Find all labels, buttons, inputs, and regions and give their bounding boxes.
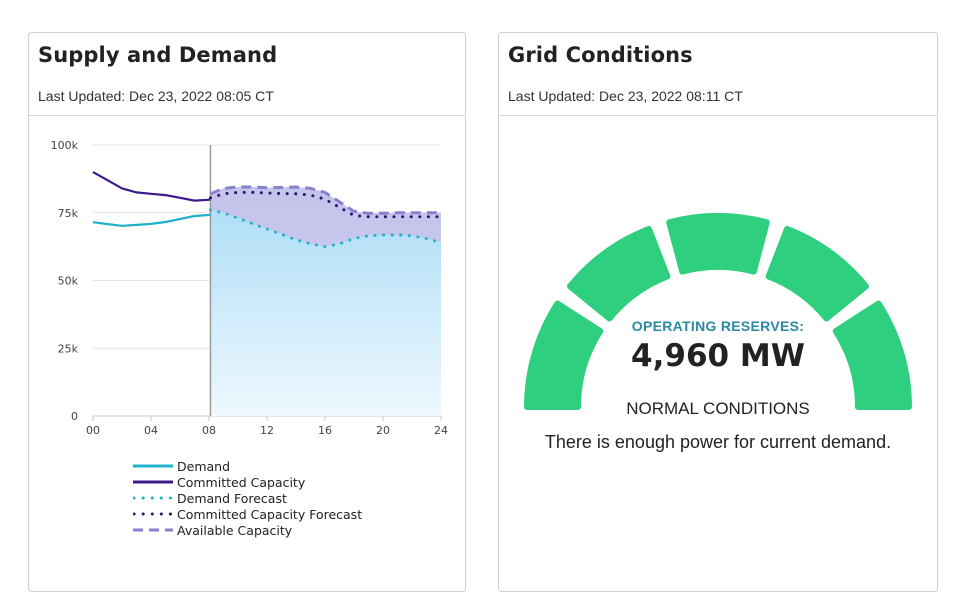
gauge-segment — [765, 225, 870, 322]
legend-item-committed-capacity[interactable]: Committed Capacity — [133, 474, 362, 490]
legend-item-demand[interactable]: Demand — [133, 458, 362, 474]
gauge-segment — [524, 300, 604, 410]
x-tick-label: 12 — [260, 424, 274, 437]
supply-demand-title: Supply and Demand — [38, 43, 278, 67]
grid-conditions-title: Grid Conditions — [508, 43, 693, 67]
gauge-segment — [566, 225, 671, 322]
x-tick-label: 00 — [86, 424, 100, 437]
legend-label-committed-capacity-forecast: Committed Capacity Forecast — [177, 506, 363, 522]
operating-reserves-label: OPERATING RESERVES: — [631, 318, 805, 334]
supply-demand-header: Supply and Demand Last Updated: Dec 23, … — [29, 33, 465, 116]
operating-reserves-gauge — [524, 213, 912, 410]
legend-label-demand-forecast: Demand Forecast — [177, 490, 287, 506]
grid-conditions-header: Grid Conditions Last Updated: Dec 23, 20… — [499, 33, 937, 116]
legend-swatch-committed-capacity-forecast — [133, 512, 173, 516]
grid-status-title: NORMAL CONDITIONS — [626, 399, 810, 418]
y-tick-label: 25k — [58, 342, 79, 355]
x-tick-label: 08 — [202, 424, 216, 437]
legend-swatch-demand — [133, 464, 173, 468]
legend-swatch-committed-capacity — [133, 480, 173, 484]
x-tick-label: 04 — [144, 424, 158, 437]
legend-label-demand: Demand — [177, 458, 231, 474]
y-tick-label: 100k — [51, 139, 79, 152]
demand-line — [92, 213, 211, 227]
supply-demand-last-updated: Last Updated: Dec 23, 2022 08:05 CT — [38, 88, 274, 104]
grid-conditions-card: Grid Conditions Last Updated: Dec 23, 20… — [498, 32, 938, 592]
legend-item-committed-capacity-forecast[interactable]: Committed Capacity Forecast — [133, 506, 362, 522]
committed-capacity-forecast-line — [208, 190, 443, 219]
gauge-segment — [832, 300, 912, 410]
y-tick-label: 0 — [71, 410, 78, 423]
gauge-segment — [666, 213, 770, 275]
demand-forecast-line — [208, 208, 443, 249]
grid-conditions-last-updated: Last Updated: Dec 23, 2022 08:11 CT — [508, 88, 743, 104]
supply-demand-card: Supply and Demand Last Updated: Dec 23, … — [28, 32, 466, 592]
legend-swatch-demand-forecast — [133, 496, 173, 500]
chart-legend: Demand Committed Capacity Demand Forecas… — [133, 458, 362, 538]
forecast-demand-area — [210, 187, 441, 416]
grid-status-description: There is enough power for current demand… — [544, 432, 892, 452]
legend-item-demand-forecast[interactable]: Demand Forecast — [133, 490, 362, 506]
legend-item-available-capacity[interactable]: Available Capacity — [133, 522, 362, 538]
available-capacity-line — [209, 185, 441, 215]
legend-label-committed-capacity: Committed Capacity — [177, 474, 306, 490]
legend-label-available-capacity: Available Capacity — [177, 522, 293, 538]
committed-capacity-line — [92, 171, 211, 202]
x-tick-label: 16 — [318, 424, 332, 437]
forecast-capacity-band — [210, 187, 441, 247]
operating-reserves-value: 4,960 MW — [631, 338, 805, 374]
legend-swatch-available-capacity — [133, 528, 173, 532]
y-tick-label: 75k — [58, 207, 79, 220]
x-tick-label: 24 — [434, 424, 448, 437]
y-tick-label: 50k — [58, 275, 79, 288]
x-tick-label: 20 — [376, 424, 390, 437]
